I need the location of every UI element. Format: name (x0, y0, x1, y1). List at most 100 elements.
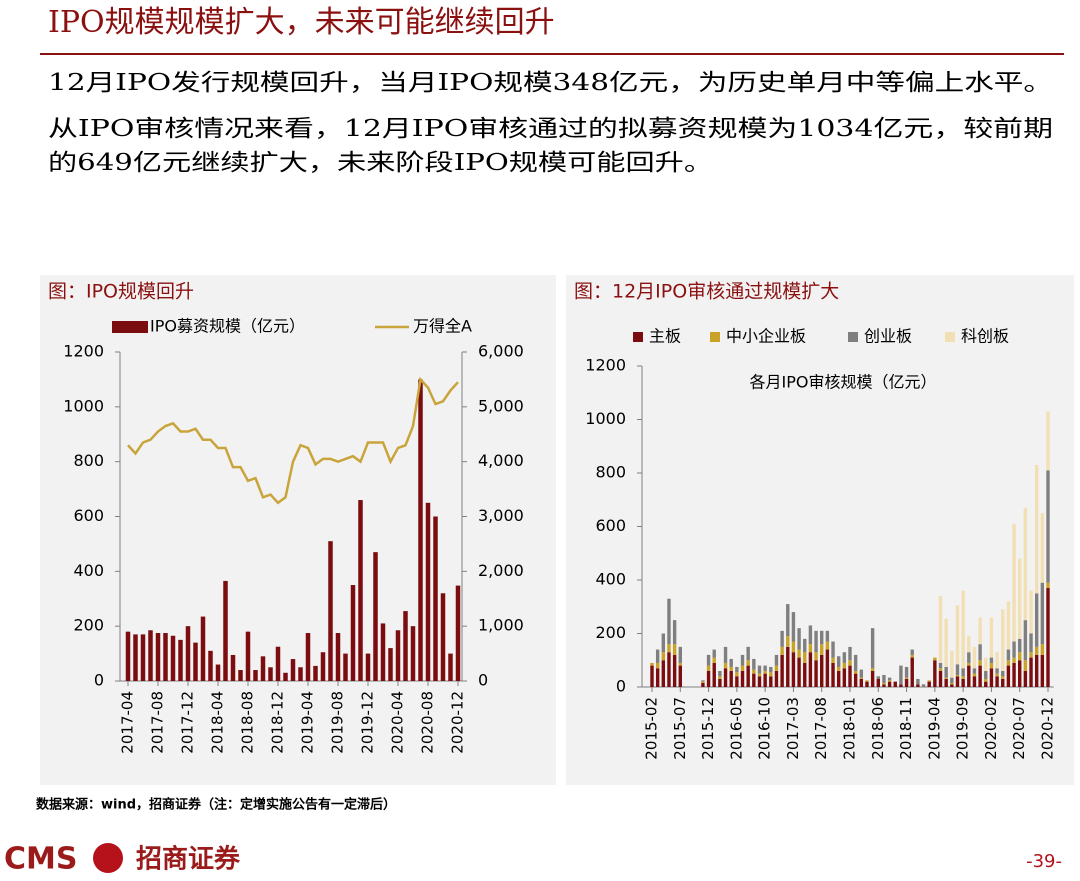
bar-segment (729, 670, 733, 687)
y-tick-label: 400 (73, 561, 104, 580)
bar-segment (803, 662, 807, 687)
bar-segment (848, 660, 852, 666)
x-tick-label: 2017-03 (784, 697, 802, 760)
bar-segment (1034, 464, 1039, 594)
bar (200, 616, 206, 681)
bar-segment (916, 678, 920, 685)
y-tick-label: 600 (73, 506, 104, 525)
x-tick-label: 2019-04 (925, 697, 943, 760)
x-tick-label: 2018-01 (841, 697, 859, 760)
bar-segment (882, 684, 886, 687)
y-tick-label: 200 (595, 623, 626, 642)
y2-tick-label: 4,000 (478, 451, 524, 470)
bar-segment (757, 673, 762, 677)
legend-label: 科创板 (961, 327, 1009, 346)
bar-segment (820, 630, 824, 645)
bar (298, 667, 303, 681)
body-line: 从IPO审核情况来看，12月IPO审核通过的拟募资规模为1034亿元，较前期 (48, 116, 1053, 142)
bar-segment (774, 670, 779, 687)
bar-segment (961, 676, 965, 679)
bar-segment (740, 665, 745, 671)
bar-segment (780, 630, 784, 647)
y-tick-label: 1200 (585, 356, 626, 375)
bar (185, 626, 191, 681)
bar-segment (701, 682, 705, 687)
bar-segment (972, 668, 977, 674)
bar-segment (808, 644, 813, 653)
x-tick-label: 2016-05 (727, 697, 745, 760)
y-tick-label: 0 (616, 677, 626, 696)
bar-segment (904, 678, 909, 687)
bar-segment (944, 677, 948, 679)
y-tick-label: 0 (94, 671, 104, 690)
bar-segment (989, 617, 994, 658)
bar-segment (797, 628, 801, 650)
bar-segment (825, 630, 830, 642)
bar-segment (831, 657, 835, 663)
y-tick-label: 1000 (63, 396, 104, 415)
x-tick-label: 2018-11 (897, 697, 915, 760)
bar-segment (848, 665, 852, 687)
legend-swatch (710, 332, 720, 342)
bar-segment (786, 646, 790, 687)
bar-segment (1023, 670, 1028, 687)
bar-segment (1012, 662, 1016, 687)
bar-segment (1040, 513, 1045, 583)
bar (328, 541, 333, 681)
bar (133, 634, 138, 681)
bar-segment (1023, 620, 1028, 661)
bar-segment (655, 662, 660, 669)
bar-segment (989, 668, 994, 687)
bar (313, 665, 318, 681)
bar (283, 672, 288, 681)
bar-segment (995, 673, 999, 677)
x-tick-label: 2020-04 (389, 691, 407, 754)
bar-segment (1029, 657, 1033, 687)
y2-tick-label: 6,000 (478, 342, 524, 361)
bar-segment (706, 670, 711, 687)
bar-segment (865, 680, 869, 682)
bar-segment (961, 590, 965, 669)
bar-segment (995, 652, 999, 669)
x-tick-label: 2020-08 (419, 691, 437, 754)
bar (125, 631, 131, 681)
bar-segment (842, 668, 847, 687)
bar-segment (887, 677, 892, 681)
bar-segment (933, 660, 937, 687)
y-tick-label: 400 (595, 570, 626, 589)
bar-segment (927, 681, 931, 687)
bar-segment (1012, 641, 1016, 658)
bar-segment (989, 662, 994, 669)
bar (245, 631, 251, 681)
bar-segment (882, 674, 886, 683)
bar (320, 652, 326, 681)
bar (148, 630, 153, 681)
bar-segment (797, 657, 801, 687)
bar-segment (933, 657, 937, 661)
x-tick-label: 2019-08 (329, 691, 347, 754)
bar-segment (887, 680, 892, 682)
bar-segment (735, 676, 739, 687)
bar-segment (1018, 652, 1022, 661)
x-tick-label: 2015-02 (643, 697, 661, 760)
bar-segment (650, 662, 654, 666)
bar-segment (978, 617, 982, 645)
legend-swatch (112, 321, 148, 333)
bar-segment (752, 673, 756, 687)
line (127, 376, 459, 505)
bar (335, 633, 341, 681)
legend-swatch (633, 332, 643, 342)
bar-segment (661, 652, 666, 661)
bar-segment (882, 682, 886, 685)
bar (365, 653, 371, 681)
chart-title: 图：12月IPO审核通过规模扩大 (574, 281, 839, 303)
legend-label: 创业板 (864, 327, 912, 346)
bar-segment (842, 662, 847, 669)
bar-segment (678, 662, 682, 666)
chart-title: 图：IPO规模回升 (48, 281, 194, 303)
bar-segment (1001, 678, 1005, 687)
bar-segment (842, 652, 847, 663)
bar-segment (938, 668, 943, 671)
bar (253, 670, 258, 681)
y2-tick-label: 5,000 (478, 396, 524, 415)
